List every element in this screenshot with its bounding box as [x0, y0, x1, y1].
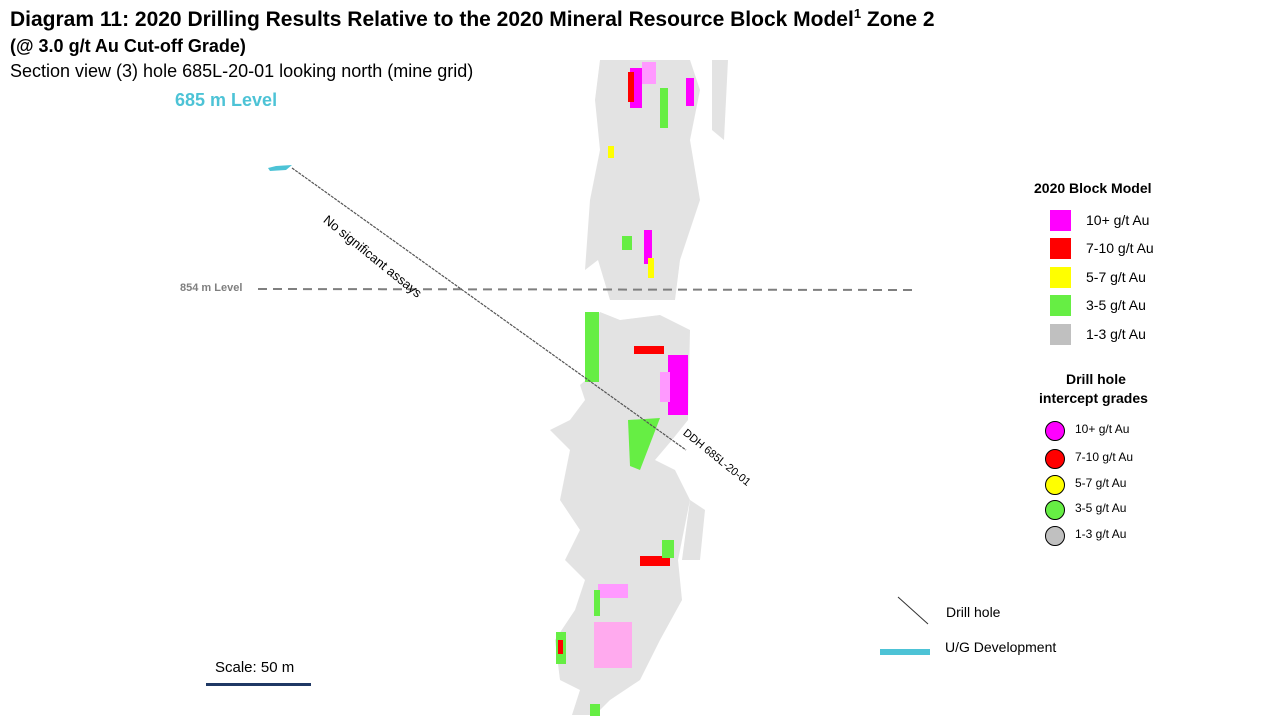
drill-hole-symbol: [897, 596, 929, 625]
block-3-5: [622, 236, 632, 250]
upper-ore-body: [585, 60, 700, 300]
drill-hole-trace: [291, 167, 687, 451]
intercept-legend-title-2: intercept grades: [1039, 390, 1148, 406]
block-10plus: [660, 372, 670, 402]
block-3-5: [585, 312, 599, 382]
swatch-5-7: [1050, 267, 1071, 288]
swatch-3-5: [1050, 295, 1071, 316]
block-10plus: [644, 230, 652, 264]
block-3-5: [628, 418, 660, 470]
block-model-legend-item: 7-10 g/t Au: [1050, 238, 1250, 260]
intercept-legend-item: 5-7 g/t Au: [1045, 475, 1245, 497]
legend-label: 3-5 g/t Au: [1086, 297, 1146, 313]
section-description: Section view (3) hole 685L-20-01 looking…: [10, 61, 474, 81]
level-854-line: [257, 288, 913, 291]
intercept-legend-item: 3-5 g/t Au: [1045, 500, 1245, 522]
block-5-7: [608, 146, 614, 158]
circle-7-10: [1045, 449, 1065, 469]
scale-bar: [206, 683, 311, 686]
ug-development-685: [268, 165, 292, 171]
block-3-5: [662, 540, 674, 558]
circle-10plus: [1045, 421, 1065, 441]
legend-label: 7-10 g/t Au: [1086, 240, 1154, 256]
block-7-10: [640, 556, 670, 566]
diagram-title-text: Diagram 11: 2020 Drilling Results Relati…: [10, 8, 854, 31]
intercept-legend-item: 10+ g/t Au: [1045, 421, 1245, 443]
block-10plus: [668, 355, 688, 415]
block-model-legend-item: 5-7 g/t Au: [1050, 267, 1250, 289]
ug-development-symbol: [880, 649, 930, 655]
circle-5-7: [1045, 475, 1065, 495]
block-7-10: [634, 346, 664, 354]
intercept-legend-item: 1-3 g/t Au: [1045, 526, 1245, 548]
block-10plus: [686, 78, 694, 106]
legend-label: 10+ g/t Au: [1075, 422, 1130, 436]
upper-ore-sliver: [712, 60, 728, 140]
block-3-5: [594, 590, 600, 616]
legend-label: 7-10 g/t Au: [1075, 450, 1134, 464]
block-model-legend-item: 3-5 g/t Au: [1050, 295, 1250, 317]
block-model-legend-title: 2020 Block Model: [1034, 180, 1152, 196]
ug-development-legend-label: U/G Development: [945, 639, 1057, 655]
block-7-10: [628, 72, 634, 102]
block-model-high-grade: [556, 62, 694, 716]
circle-3-5: [1045, 500, 1065, 520]
scale-label: Scale: 50 m: [215, 659, 295, 676]
legend-label: 5-7 g/t Au: [1075, 476, 1127, 490]
level-685-label: 685 m Level: [175, 90, 278, 110]
block-3-5: [660, 88, 668, 128]
circle-1-3: [1045, 526, 1065, 546]
footnote-marker: 1: [853, 6, 862, 21]
block-3-5: [590, 704, 600, 716]
legend-label: 5-7 g/t Au: [1086, 269, 1146, 285]
drill-hole-legend-label: Drill hole: [946, 604, 1001, 620]
lower-ore-sliver: [682, 500, 705, 560]
block-7-10: [558, 640, 563, 654]
block-5-7: [648, 258, 654, 278]
intercept-legend-item: 7-10 g/t Au: [1045, 449, 1245, 471]
swatch-10plus: [1050, 210, 1071, 231]
level-854-label: 854 m Level: [180, 282, 243, 294]
cutoff-subtitle: (@ 3.0 g/t Au Cut-off Grade): [10, 36, 246, 56]
diagram-title-suffix: Zone 2: [861, 8, 935, 31]
lower-ore-body: [550, 312, 690, 715]
block-model-legend-item: 10+ g/t Au: [1050, 210, 1250, 232]
swatch-7-10: [1050, 238, 1071, 259]
block-10plus: [594, 622, 632, 668]
block-10plus: [642, 62, 656, 84]
legend-label: 1-3 g/t Au: [1086, 326, 1146, 342]
swatch-1-3: [1050, 324, 1071, 345]
legend-label: 10+ g/t Au: [1086, 212, 1150, 228]
diagram-title: Diagram 11: 2020 Drilling Results Relati…: [10, 6, 935, 32]
legend-label: 3-5 g/t Au: [1075, 501, 1127, 515]
intercept-legend-title-1: Drill hole: [1066, 371, 1126, 387]
block-10plus: [598, 584, 628, 598]
legend-label: 1-3 g/t Au: [1075, 527, 1127, 541]
block-model-grey: [550, 60, 728, 715]
block-model-legend-item: 1-3 g/t Au: [1050, 324, 1250, 346]
